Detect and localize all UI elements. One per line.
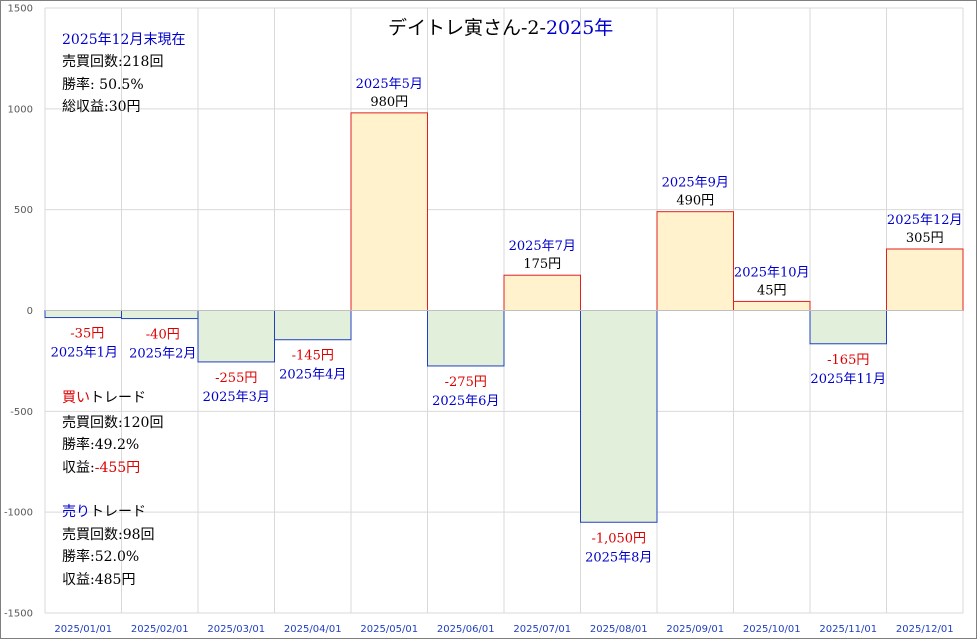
- x-tick-label: 2025/09/01: [666, 624, 724, 635]
- value-label: -40円: [146, 328, 180, 343]
- month-label: 2025年11月: [810, 372, 886, 387]
- month-label: 2025年6月: [432, 394, 499, 409]
- y-tick-label: 1000: [8, 104, 33, 115]
- buy-profit-value: -455円: [94, 460, 141, 476]
- month-label: 2025年2月: [129, 347, 196, 362]
- bar: [121, 310, 199, 320]
- y-tick-label: -1500: [4, 609, 33, 620]
- value-label: -35円: [70, 327, 104, 342]
- x-tick-label: 2025/08/01: [590, 624, 648, 635]
- chart-title-year: 2025年: [545, 17, 614, 39]
- value-label: 45円: [757, 283, 787, 298]
- y-tick-label: 500: [14, 205, 33, 216]
- y-tick-label: -500: [10, 407, 33, 418]
- value-label: -145円: [292, 349, 334, 364]
- buy-profit-label: 収益:: [62, 460, 95, 476]
- sell-heading-rest: トレード: [90, 504, 146, 520]
- chart-title: デイトレ寅さん-2-2025年: [388, 17, 614, 39]
- sell-heading: 売りトレード: [62, 504, 146, 520]
- bar: [350, 112, 428, 311]
- sell-heading-label: 売り: [62, 504, 90, 520]
- value-label: -275円: [445, 375, 487, 390]
- summary-heading: 2025年12月末現在: [62, 32, 186, 48]
- summary-trades: 売買回数:218回: [62, 54, 164, 70]
- bar: [427, 310, 505, 367]
- value-label: -255円: [215, 371, 257, 386]
- bar: [656, 211, 734, 311]
- bar: [580, 310, 658, 523]
- month-label: 2025年8月: [585, 550, 652, 565]
- month-label: 2025年12月: [887, 213, 963, 228]
- buy-heading-label: 買い: [62, 390, 90, 406]
- y-tick-label: -1000: [4, 508, 33, 519]
- x-tick-label: 2025/05/01: [360, 624, 418, 635]
- buy-heading-rest: トレード: [90, 390, 146, 406]
- chart-title-main: デイトレ寅さん-2-: [388, 17, 546, 39]
- value-label: -1,050円: [591, 531, 646, 546]
- x-tick-label: 2025/03/01: [207, 624, 265, 635]
- value-label: -165円: [827, 353, 869, 368]
- bar: [44, 310, 122, 319]
- x-tick-label: 2025/12/01: [896, 624, 954, 635]
- x-tick-label: 2025/06/01: [437, 624, 495, 635]
- month-label: 2025年10月: [734, 265, 810, 280]
- month-label: 2025年4月: [279, 368, 346, 383]
- x-tick-label: 2025/01/01: [54, 624, 112, 635]
- month-label: 2025年3月: [203, 390, 270, 405]
- month-label: 2025年5月: [356, 77, 423, 92]
- sell-profit: 収益:485円: [62, 572, 136, 588]
- value-label: 175円: [523, 257, 561, 272]
- bar: [886, 248, 964, 312]
- bar: [733, 300, 811, 311]
- bar: [197, 310, 275, 363]
- x-tick-label: 2025/10/01: [743, 624, 801, 635]
- sell-trades: 売買回数:98回: [62, 527, 155, 543]
- x-tick-label: 2025/07/01: [513, 624, 571, 635]
- bar: [809, 310, 887, 345]
- value-label: 980円: [370, 95, 408, 110]
- buy-profit: 収益:-455円: [62, 460, 140, 476]
- bar: [274, 310, 352, 341]
- buy-trades: 売買回数:120回: [62, 415, 164, 431]
- y-tick-label: 0: [27, 306, 33, 317]
- sell-winrate: 勝率:52.0%: [62, 549, 140, 565]
- x-tick-label: 2025/11/01: [819, 624, 877, 635]
- month-label: 2025年1月: [51, 346, 118, 361]
- buy-heading: 買いトレード: [62, 390, 146, 406]
- month-label: 2025年7月: [509, 239, 576, 254]
- x-tick-label: 2025/02/01: [131, 624, 189, 635]
- summary-winrate: 勝率: 50.5%: [62, 77, 144, 93]
- bar: [503, 274, 581, 312]
- x-tick-label: 2025/04/01: [284, 624, 342, 635]
- buy-winrate: 勝率:49.2%: [62, 437, 140, 453]
- month-label: 2025年9月: [662, 176, 729, 191]
- summary-profit: 総収益:30円: [62, 99, 141, 115]
- value-label: 490円: [676, 194, 714, 209]
- value-label: 305円: [906, 231, 944, 246]
- y-tick-label: 1500: [8, 4, 33, 15]
